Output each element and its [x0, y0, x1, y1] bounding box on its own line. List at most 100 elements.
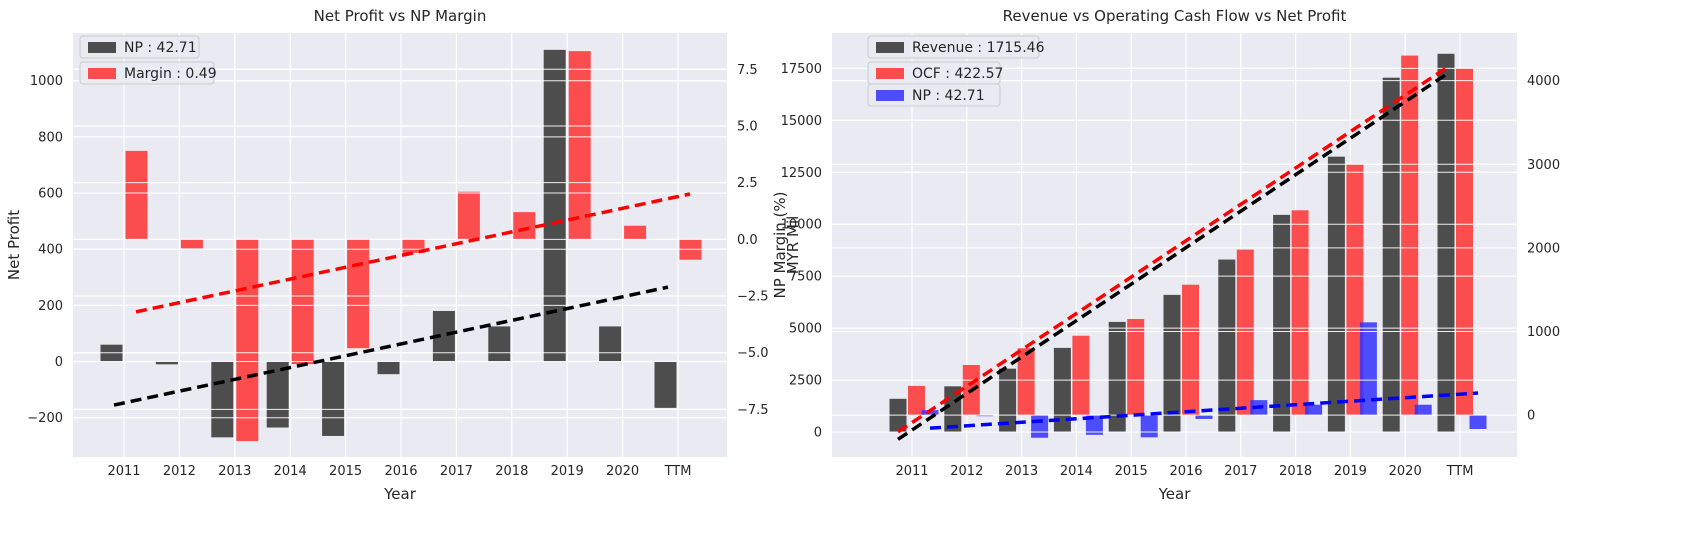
bar	[908, 385, 925, 416]
bar	[347, 239, 370, 349]
bar	[1273, 214, 1291, 433]
bar	[999, 368, 1017, 433]
legend-swatch	[876, 90, 904, 101]
trend-lines	[113, 192, 691, 407]
y-tick-label: 17500	[781, 62, 822, 77]
x-tick-label: 2012	[163, 464, 196, 479]
y2-tick-label: 5.0	[737, 119, 758, 134]
x-tick-label: 2015	[1115, 464, 1148, 479]
legend-label: NP : 42.71	[124, 40, 197, 56]
y-tick-label: −200	[27, 411, 63, 426]
trend-line	[113, 285, 669, 407]
bar	[1195, 415, 1213, 419]
bar	[1031, 415, 1049, 438]
x-tick-label: 2015	[329, 464, 362, 479]
x-tick-label: 2014	[274, 464, 307, 479]
bar	[1127, 319, 1145, 416]
bar	[1163, 294, 1181, 433]
bar	[1140, 415, 1158, 438]
y2-tick-label: −7.5	[737, 403, 769, 418]
x-tick-label: TTM	[1446, 464, 1474, 479]
trend-line	[135, 192, 691, 314]
y2-tick-label: 4000	[1527, 74, 1560, 89]
bar	[1218, 259, 1236, 433]
x-tick-label: 2016	[1169, 464, 1202, 479]
y-tick-label: 0	[814, 426, 822, 441]
y2-tick-label: 7.5	[737, 63, 758, 78]
trend-lines	[897, 66, 1479, 441]
y-tick-label: 600	[38, 187, 63, 202]
y2-axis-label: NP Margin (%)	[771, 192, 789, 299]
tick-labels: 2011 2012 2013 2014 2015 2016 2017 2018 2019 2020…	[27, 63, 768, 479]
tick-labels: 2011 2012 2013 2014 2015 2016 2017 2018 2019 2020…	[781, 62, 1560, 479]
trend-line	[929, 391, 1479, 430]
y2-tick-label: 0	[1527, 409, 1535, 424]
bar	[180, 239, 203, 249]
y2-tick-label: 1000	[1527, 325, 1560, 340]
bar	[624, 225, 647, 240]
bar	[1085, 415, 1103, 435]
bar	[1236, 249, 1254, 416]
x-tick-label: 2011	[107, 464, 140, 479]
bars	[73, 49, 727, 442]
bar	[654, 361, 677, 408]
legend-swatch	[876, 68, 904, 79]
x-tick-label: 2019	[551, 464, 584, 479]
legend-box	[867, 35, 1040, 59]
grid-overlay	[832, 67, 1517, 433]
bar	[1437, 53, 1455, 433]
legend-label: Margin : 0.49	[124, 66, 217, 82]
y-tick-label: 5000	[789, 322, 822, 337]
y-tick-label: 12500	[781, 166, 822, 181]
bar	[488, 326, 511, 362]
bar	[1182, 284, 1199, 416]
x-tick-label: 2013	[218, 464, 251, 479]
bar	[1469, 415, 1487, 429]
y-tick-label: 7500	[789, 270, 822, 285]
chart-title: Net Profit vs NP Margin	[314, 7, 487, 25]
y-tick-label: 1000	[30, 74, 63, 89]
bar	[1359, 322, 1377, 416]
y-axis-label: Net Profit	[5, 210, 23, 280]
x-tick-label: 2017	[440, 464, 473, 479]
x-tick-label: 2013	[1005, 464, 1038, 479]
bar	[125, 150, 148, 240]
bars	[832, 53, 1517, 438]
x-tick-label: 2012	[950, 464, 983, 479]
legend: NP : 42.71 Margin : 0.49	[79, 35, 217, 85]
bar	[568, 51, 591, 240]
x-tick-label: 2019	[1334, 464, 1367, 479]
chart-title: Revenue vs Operating Cash Flow vs Net Pr…	[1003, 7, 1347, 25]
x-tick-label: 2017	[1224, 464, 1257, 479]
x-tick-label: 2018	[495, 464, 528, 479]
y2-tick-label: −5.0	[737, 346, 769, 361]
legend-label: Revenue : 1715.46	[912, 40, 1045, 56]
bar	[211, 361, 234, 438]
legend-swatch	[88, 68, 116, 79]
bar	[543, 49, 566, 362]
net-profit-vs-margin-chart: 2011 2012 2013 2014 2015 2016 2017 2018 2019 2020…	[5, 7, 789, 503]
x-tick-label: 2014	[1060, 464, 1093, 479]
y2-tick-label: 0.0	[737, 233, 758, 248]
bar	[266, 361, 289, 428]
x-tick-label: 2020	[1389, 464, 1422, 479]
bar	[1053, 347, 1071, 433]
bar	[1382, 77, 1400, 433]
trend-line	[897, 66, 1447, 434]
bar	[155, 361, 178, 365]
y-axis-label: MYR Mil	[784, 216, 802, 275]
y2-tick-label: −2.5	[737, 290, 769, 305]
bar	[1401, 55, 1419, 416]
y2-tick-label: 3000	[1527, 158, 1560, 173]
x-axis-label: Year	[383, 485, 417, 503]
y2-tick-label: 2000	[1527, 241, 1560, 256]
bar	[1072, 335, 1090, 416]
bar	[377, 361, 400, 375]
legend-swatch	[876, 42, 904, 53]
bar	[432, 310, 455, 362]
bar	[322, 361, 345, 436]
x-tick-label: 2018	[1279, 464, 1312, 479]
bar	[457, 191, 480, 240]
y-tick-label: 15000	[781, 114, 822, 129]
